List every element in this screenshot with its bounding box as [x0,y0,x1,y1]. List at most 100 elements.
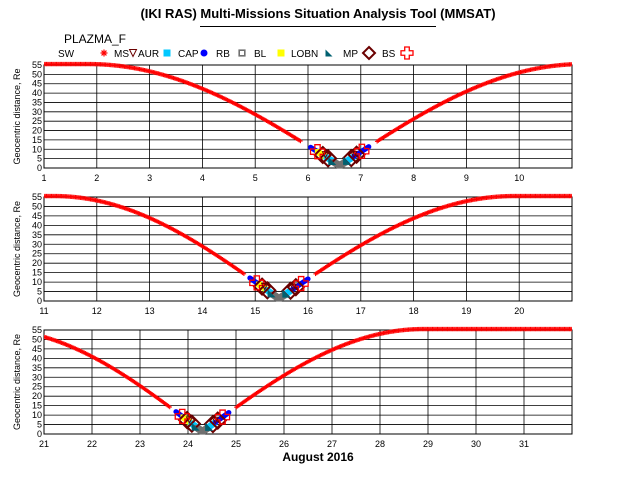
y-tick-label: 0 [37,296,42,306]
marker-bs [214,409,231,425]
legend: SW MS AUR CAP RB BL LOBN MP BS [58,45,414,61]
x-tick-label: 27 [327,439,337,449]
y-tick-label: 40 [32,88,42,98]
x-tick-label: 14 [197,306,207,316]
x-tick-label: 9 [464,173,469,183]
y-tick-label: 30 [32,239,42,249]
x-tick-label: 23 [135,439,145,449]
x-tick-label: 12 [92,306,102,316]
y-tick-label: 20 [32,391,42,401]
y-tick-label: 25 [32,116,42,126]
y-tick-label: 5 [37,420,42,430]
y-tick-label: 10 [32,144,42,154]
marker-ms [350,150,358,159]
marker-mp [203,414,223,434]
title-underline [200,26,436,27]
x-tick-label: 26 [279,439,289,449]
marker-bs [174,408,190,425]
x-tick-label: 20 [514,306,524,316]
x-tick-label: 7 [358,173,363,183]
y-tick-label: 55 [32,192,42,202]
y-axis-label: Geocentric distance, Re [12,68,22,164]
y-tick-label: 15 [32,401,42,411]
x-tick-label: 19 [461,306,471,316]
marker-mp [318,148,338,168]
x-tick-label: 17 [356,306,366,316]
x-tick-label: 8 [411,173,416,183]
y-tick-label: 30 [32,372,42,382]
legend-label-cap: CAP [178,49,199,60]
marker-ms [185,416,194,424]
marker-mp [341,148,361,168]
marker-ms [211,416,220,425]
y-tick-label: 35 [32,97,42,107]
marker-lobn [343,156,352,165]
perigee-region-markers [173,408,232,435]
y-tick-label: 45 [32,79,42,89]
marker-mp [257,280,277,300]
x-tick-label: 16 [303,306,313,316]
x-tick-label: 10 [514,173,524,183]
orbit-track [44,61,572,144]
y-tick-label: 5 [37,287,42,297]
marker-cap [305,276,311,282]
y-tick-label: 0 [37,429,42,439]
marker-lobn [328,157,337,166]
legend-label-ms: MS [114,49,129,60]
legend-label-bs: BS [382,49,396,60]
page-title: (IKI RAS) Multi-Missions Situation Analy… [140,6,496,21]
legend-label-aur: AUR [138,49,159,60]
y-axis-label: Geocentric distance, Re [12,334,22,430]
perigee-region-markers [308,143,372,169]
satellite-name: PLAZMA_F [64,32,126,46]
legend-marker-bl [277,49,285,57]
y-tick-label: 40 [32,353,42,363]
x-tick-label: 18 [409,306,419,316]
y-tick-label: 25 [32,382,42,392]
y-tick-label: 5 [37,154,42,164]
legend-marker-mp [361,45,377,61]
marker-lobn [267,289,276,298]
legend-marker-sw [100,49,108,57]
y-tick-label: 55 [32,325,42,335]
x-tick-label: 29 [423,439,433,449]
y-tick-label: 35 [32,230,42,240]
x-tick-label: 15 [250,306,260,316]
y-axis-label: Geocentric distance, Re [12,201,22,297]
x-tick-label: 28 [375,439,385,449]
legend-label-mp: MP [343,49,358,60]
marker-ms [289,283,298,292]
legend-label-bl: BL [254,49,267,60]
x-tick-label: 24 [183,439,193,449]
x-tick-label: 6 [305,173,310,183]
y-tick-label: 35 [32,363,42,373]
y-tick-label: 50 [32,334,42,344]
orbit-track [44,193,572,277]
legend-marker-lobn [325,49,333,57]
perigee-region-markers [247,275,311,302]
marker-lobn [282,289,291,298]
x-tick-label: 25 [231,439,241,449]
x-tick-label: 1 [41,173,46,183]
legend-marker-bs [400,46,414,60]
marker-mp [182,414,202,434]
x-tick-label: 13 [145,306,155,316]
legend-marker-cap [200,49,208,57]
x-tick-label: 3 [147,173,152,183]
x-tick-label: 22 [87,439,97,449]
marker-lobn [205,422,214,431]
y-tick-label: 0 [37,163,42,173]
x-tick-label: 30 [471,439,481,449]
orbit-track [44,326,572,410]
x-tick-label: 11 [39,306,48,316]
y-tick-label: 15 [32,135,42,145]
y-tick-label: 50 [32,69,42,79]
marker-ms [260,283,269,291]
plot-frame [43,329,573,435]
legend-label-sw: SW [58,49,75,60]
marker-mp [281,281,300,301]
marker-lobn [191,422,200,431]
